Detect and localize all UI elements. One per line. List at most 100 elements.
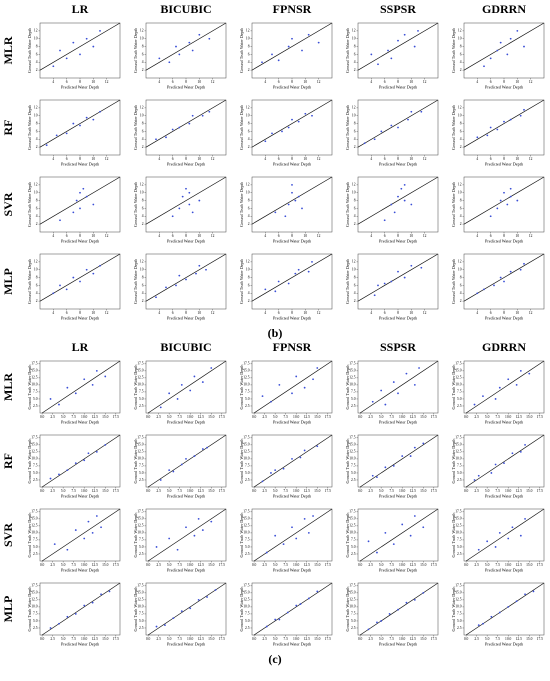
y-tick-label: 7.5 — [139, 464, 144, 468]
y-tick-label: 12.5 — [31, 598, 37, 602]
x-tick-label: 5.0 — [61, 415, 66, 419]
x-tick-label: 17.5 — [113, 415, 119, 419]
x-tick-label: 17.5 — [325, 563, 331, 567]
point — [65, 288, 68, 291]
point — [201, 448, 204, 450]
x-tick-label: 12 — [529, 80, 533, 84]
identity-line — [359, 582, 439, 636]
x-tick-label: 10 — [516, 80, 520, 84]
point — [185, 278, 187, 281]
point — [271, 53, 273, 56]
plot-frame — [145, 582, 227, 636]
y-tick-label: 10 — [246, 114, 250, 118]
y-tick-label: 5.0 — [33, 397, 38, 401]
y-tick-label: 15.0 — [137, 443, 143, 447]
x-tick-label: 10 — [516, 311, 520, 315]
x-tick-label: 4 — [370, 157, 372, 161]
point — [282, 543, 285, 546]
y-tick-label: 12 — [458, 260, 462, 264]
x-axis-label: Predicted Water Depth — [485, 641, 524, 646]
y-tick-label: 8 — [460, 44, 462, 48]
y-tick-label: 7.5 — [139, 538, 144, 542]
point — [191, 114, 194, 117]
point — [294, 199, 297, 202]
y-tick-label: 12.5 — [137, 524, 143, 528]
x-tick-label: 4 — [52, 234, 54, 238]
point — [494, 546, 497, 548]
x-axis-label: Predicted Water Depth — [167, 161, 206, 166]
x-tick-label: 12 — [423, 157, 427, 161]
point — [206, 596, 208, 598]
y-tick-label: 8 — [354, 44, 356, 48]
point — [281, 130, 283, 133]
y-tick-label: 10.0 — [137, 605, 143, 609]
y-tick-label: 7.5 — [351, 390, 356, 394]
y-tick-label: 12.5 — [31, 376, 37, 380]
x-tick-label: 17.5 — [219, 637, 225, 641]
plot-frame — [39, 99, 121, 156]
plot-frame — [357, 22, 439, 79]
y-axis-label: Ground Truth Water Depth — [239, 586, 244, 632]
subplot: 0.0 2.5 5.0 7.5 10.0 12.5 15.0 17.5 2.5 5.0 7.5 10.… — [345, 582, 439, 646]
y-tick-label: 6 — [142, 283, 144, 287]
x-tick-label: 12.5 — [410, 637, 416, 641]
y-tick-label: 8 — [36, 121, 38, 125]
point — [79, 191, 81, 194]
y-axis-label: Ground Truth Water Depth — [239, 181, 244, 227]
y-tick-label: 10 — [458, 191, 462, 195]
point — [180, 463, 183, 466]
x-tick-label: 17.5 — [219, 415, 225, 419]
point — [278, 618, 281, 621]
x-tick-label: 8 — [185, 311, 187, 315]
point — [397, 39, 399, 42]
point — [261, 480, 264, 483]
identity-line — [357, 22, 439, 71]
x-tick-label: 5.0 — [167, 563, 172, 567]
x-tick-label: 0.0 — [464, 415, 469, 419]
point — [303, 517, 306, 520]
y-tick-label: 7.5 — [351, 612, 356, 616]
x-tick-label: 10 — [198, 234, 202, 238]
point — [210, 520, 213, 523]
y-axis-label: Ground Truth Water Depth — [451, 27, 456, 73]
point — [100, 526, 102, 529]
x-axis-label: Predicted Water Depth — [273, 238, 312, 243]
x-tick-label: 4 — [158, 80, 160, 84]
point — [277, 280, 280, 283]
y-tick-label: 2.5 — [139, 626, 144, 630]
plot-frame — [251, 508, 333, 562]
point — [277, 59, 280, 62]
subplot: 4 6 8 10 12 2 4 6 8 10 12 Predicted Water Depth Grou… — [27, 99, 121, 166]
y-axis-label: Ground Truth Water Depth — [133, 258, 138, 304]
y-tick-label: 2 — [460, 68, 462, 72]
point — [498, 386, 501, 389]
x-tick-label: 4 — [370, 80, 372, 84]
point — [311, 260, 313, 263]
identity-line — [145, 99, 227, 148]
row-header: RF — [1, 120, 15, 136]
point — [397, 270, 399, 273]
y-tick-label: 6 — [354, 206, 356, 210]
y-tick-label: 2 — [142, 145, 144, 149]
y-tick-label: 12.5 — [137, 598, 143, 602]
subplot: 0.0 2.5 5.0 7.5 10.0 12.5 15.0 17.5 2.5 5.0 7.5 10.… — [133, 360, 227, 424]
x-tick-label: 15.0 — [314, 563, 320, 567]
point — [208, 37, 211, 40]
identity-line — [39, 99, 121, 148]
x-tick-label: 2.5 — [156, 415, 161, 419]
x-tick-label: 15.0 — [102, 489, 108, 493]
y-axis-label: Ground Truth Water Depth — [27, 438, 32, 484]
point — [509, 195, 512, 198]
y-tick-label: 5.0 — [351, 619, 356, 623]
y-tick-label: 12 — [140, 106, 144, 110]
y-tick-label: 12.5 — [455, 376, 461, 380]
subplot: 0.0 2.5 5.0 7.5 10.0 12.5 15.0 17.5 2.5 5.0 7.5 10.… — [27, 360, 121, 424]
y-tick-label: 8 — [36, 198, 38, 202]
point — [91, 531, 94, 534]
point — [197, 517, 200, 520]
x-tick-label: 4 — [476, 311, 478, 315]
y-tick-label: 12 — [352, 183, 356, 187]
x-axis-label: Predicted Water Depth — [167, 238, 206, 243]
x-axis-label: Predicted Water Depth — [273, 84, 312, 89]
x-tick-label: 10.0 — [505, 415, 511, 419]
